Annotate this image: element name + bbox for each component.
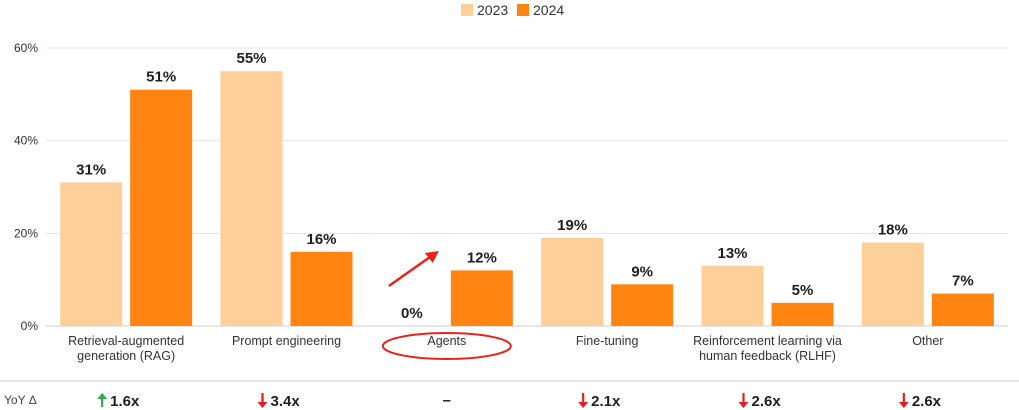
category-label: Reinforcement learning via human feedback…	[693, 334, 842, 363]
yoy-item: 3.4x	[257, 393, 301, 410]
y-tick-label: 60%	[14, 41, 38, 55]
arrow-down-icon-head	[738, 402, 749, 408]
data-label-2023: 13%	[717, 245, 747, 262]
yoy-value: 3.4x	[271, 393, 301, 410]
data-labels: 31% 51% 55% 16% 0% 12% 19% 9% 13% 5% 18% 7%	[76, 50, 974, 322]
bar-2024	[130, 89, 193, 326]
yoy-row: YoY Δ 1.6x 3.4x – 2.1x 2.6x 2.6x	[0, 380, 1019, 410]
data-label-2023: 0%	[401, 305, 423, 322]
yoy-value: 2.6x	[752, 393, 782, 410]
yoy-item: 2.1x	[578, 393, 621, 410]
category-label: Agents	[427, 334, 466, 348]
bar-2024	[931, 293, 994, 326]
x-axis: Retrieval-augmented generation (RAG) Promp…	[68, 334, 943, 363]
data-label-2024: 5%	[792, 282, 814, 299]
data-label-2024: 7%	[952, 273, 974, 290]
data-label-2024: 9%	[631, 263, 653, 280]
yoy-value: 2.1x	[591, 393, 621, 410]
y-tick-label: 40%	[14, 134, 38, 148]
category-label: Fine-tuning	[576, 334, 639, 348]
bar-2023	[861, 242, 924, 326]
bar-2024	[450, 270, 513, 326]
bar-2024	[771, 302, 834, 326]
data-label-2024: 51%	[146, 69, 176, 86]
category-label-line: Prompt engineering	[232, 334, 341, 348]
data-label-2023: 31%	[76, 161, 106, 178]
bar-2023	[541, 237, 604, 326]
bar-2024	[290, 251, 353, 326]
category-label-line: Other	[912, 334, 943, 348]
arrow-down-icon-head	[257, 402, 268, 408]
bar-2023	[220, 71, 283, 327]
y-axis: 0% 20% 40% 60%	[14, 41, 38, 333]
data-label-2023: 19%	[557, 217, 587, 234]
bars	[60, 71, 994, 327]
data-label-2024: 16%	[306, 231, 336, 248]
data-label-2024: 12%	[467, 249, 497, 266]
yoy-item: 1.6x	[97, 393, 140, 410]
gridlines	[46, 47, 1008, 327]
category-label-line: generation (RAG)	[77, 349, 175, 363]
y-tick-label: 0%	[21, 319, 39, 333]
bar-2023	[60, 182, 123, 326]
category-label-line: Agents	[427, 334, 466, 348]
legend: 2023 2024	[461, 2, 564, 18]
bar-2023	[701, 265, 764, 326]
arrow-up-icon-head	[97, 393, 108, 399]
highlight-arrow-head	[424, 251, 439, 263]
legend-swatch-2024	[517, 4, 529, 16]
yoy-value: 1.6x	[110, 393, 140, 410]
highlight-ellipse	[381, 332, 512, 360]
category-label-line: Fine-tuning	[576, 334, 639, 348]
yoy-value: 2.6x	[912, 393, 942, 410]
y-tick-label: 20%	[14, 226, 38, 240]
yoy-value: –	[443, 392, 451, 409]
category-label-line: Reinforcement learning via	[693, 334, 842, 348]
arrow-down-icon-head	[578, 402, 589, 408]
category-label-line: human feedback (RLHF)	[699, 349, 836, 363]
category-label: Prompt engineering	[232, 334, 341, 348]
agents-highlight	[381, 251, 512, 360]
legend-label-2024: 2024	[533, 2, 564, 18]
arrow-down-icon-head	[898, 402, 909, 408]
yoy-item: 2.6x	[738, 393, 782, 410]
category-label: Retrieval-augmented generation (RAG)	[68, 334, 184, 363]
category-label: Other	[912, 334, 943, 348]
data-label-2023: 55%	[236, 50, 266, 67]
bar-2024	[611, 284, 674, 326]
yoy-item: 2.6x	[898, 393, 942, 410]
category-label-line: Retrieval-augmented	[68, 334, 184, 348]
highlight-arrow-shaft	[388, 253, 434, 288]
legend-swatch-2023	[461, 4, 473, 16]
data-label-2023: 18%	[878, 222, 908, 239]
yoy-label: YoY Δ	[4, 393, 37, 407]
legend-label-2023: 2023	[477, 2, 508, 18]
